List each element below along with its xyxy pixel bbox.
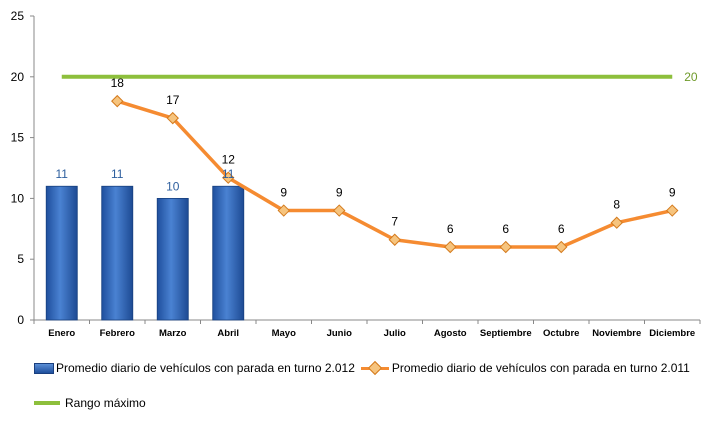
line-point bbox=[388, 233, 401, 246]
x-tick-label: Septiembre bbox=[480, 328, 532, 339]
line-data-label: 9 bbox=[336, 186, 343, 200]
line-data-label: 9 bbox=[669, 186, 676, 200]
x-tick-label: Febrero bbox=[100, 328, 136, 339]
x-tick-label: Mayo bbox=[272, 328, 296, 339]
line-data-label: 9 bbox=[280, 186, 287, 200]
bar-data-label: 11 bbox=[111, 167, 124, 181]
line-point bbox=[610, 216, 623, 229]
line-point bbox=[333, 204, 346, 217]
legend-swatch-rango bbox=[34, 401, 60, 405]
line-point bbox=[111, 94, 124, 108]
max-range-label: 20 bbox=[684, 70, 698, 84]
y-tick-label: 20 bbox=[11, 70, 25, 84]
x-tick-labels: Enero Febrero Marzo Abril Mayo Junio Julio Agos… bbox=[33, 320, 701, 339]
legend-item-2011: Promedio diario de vehículos con parada … bbox=[360, 360, 690, 376]
line-point bbox=[277, 204, 290, 217]
line-data-label: 6 bbox=[447, 222, 454, 236]
data-labels: 11 11 10 11 20 18 17 12 9 9 7 6 6 6 8 9 bbox=[56, 70, 698, 236]
bar-data-label: 11 bbox=[56, 167, 69, 181]
line-point bbox=[555, 240, 568, 254]
y-tick-labels: 0 5 10 15 20 25 bbox=[11, 9, 34, 327]
line-data-label: 6 bbox=[558, 222, 565, 236]
line-point bbox=[444, 240, 457, 254]
y-tick-label: 5 bbox=[17, 252, 24, 266]
x-tick-label: Noviembre bbox=[592, 328, 641, 339]
line-data-label: 7 bbox=[391, 215, 398, 229]
axes bbox=[33, 16, 700, 321]
bar-series bbox=[45, 185, 245, 321]
bar bbox=[156, 197, 189, 321]
y-tick-label: 0 bbox=[17, 313, 24, 327]
bar bbox=[212, 185, 245, 321]
legend-swatch-2011 bbox=[360, 360, 389, 376]
legend-label-2012: Promedio diario de vehículos con parada … bbox=[56, 361, 355, 375]
line-point bbox=[166, 111, 179, 125]
line-data-label: 12 bbox=[222, 153, 236, 167]
x-tick-label: Agosto bbox=[434, 328, 467, 339]
legend: Promedio diario de vehículos con parada … bbox=[34, 358, 704, 428]
x-tick-label: Enero bbox=[48, 328, 75, 339]
legend-label-2011: Promedio diario de vehículos con parada … bbox=[391, 361, 690, 375]
x-tick-label: Octubre bbox=[543, 328, 579, 339]
chart-svg: 0 5 10 15 20 25 Enero Febrero Marzo Abril Mayo Jun… bbox=[11, 9, 701, 339]
x-tick-label: Junio bbox=[327, 328, 353, 339]
line-series bbox=[61, 74, 679, 254]
x-tick-label: Marzo bbox=[159, 328, 187, 339]
x-tick-label: Diciembre bbox=[649, 328, 695, 339]
bar bbox=[45, 185, 78, 321]
line-point bbox=[499, 240, 512, 254]
y-tick-label: 25 bbox=[11, 9, 25, 23]
line-data-label: 18 bbox=[111, 76, 125, 90]
bar bbox=[101, 185, 134, 321]
bar-data-label: 10 bbox=[166, 179, 180, 193]
line-point bbox=[666, 204, 679, 217]
legend-label-rango: Rango máximo bbox=[65, 396, 146, 410]
line-data-label: 6 bbox=[502, 222, 509, 236]
line-data-label: 8 bbox=[613, 198, 620, 212]
line-point bbox=[222, 171, 235, 184]
y-tick-label: 15 bbox=[11, 131, 25, 145]
x-tick-label: Abril bbox=[217, 328, 239, 339]
legend-item-2012: Promedio diario de vehículos con parada … bbox=[34, 361, 355, 375]
legend-item-rango: Rango máximo bbox=[34, 396, 146, 410]
line-data-label: 17 bbox=[166, 93, 180, 107]
bar-data-label: 11 bbox=[222, 167, 235, 181]
y-tick-label: 10 bbox=[11, 191, 25, 205]
x-tick-label: Julio bbox=[384, 328, 406, 339]
legend-swatch-2012 bbox=[34, 362, 54, 374]
